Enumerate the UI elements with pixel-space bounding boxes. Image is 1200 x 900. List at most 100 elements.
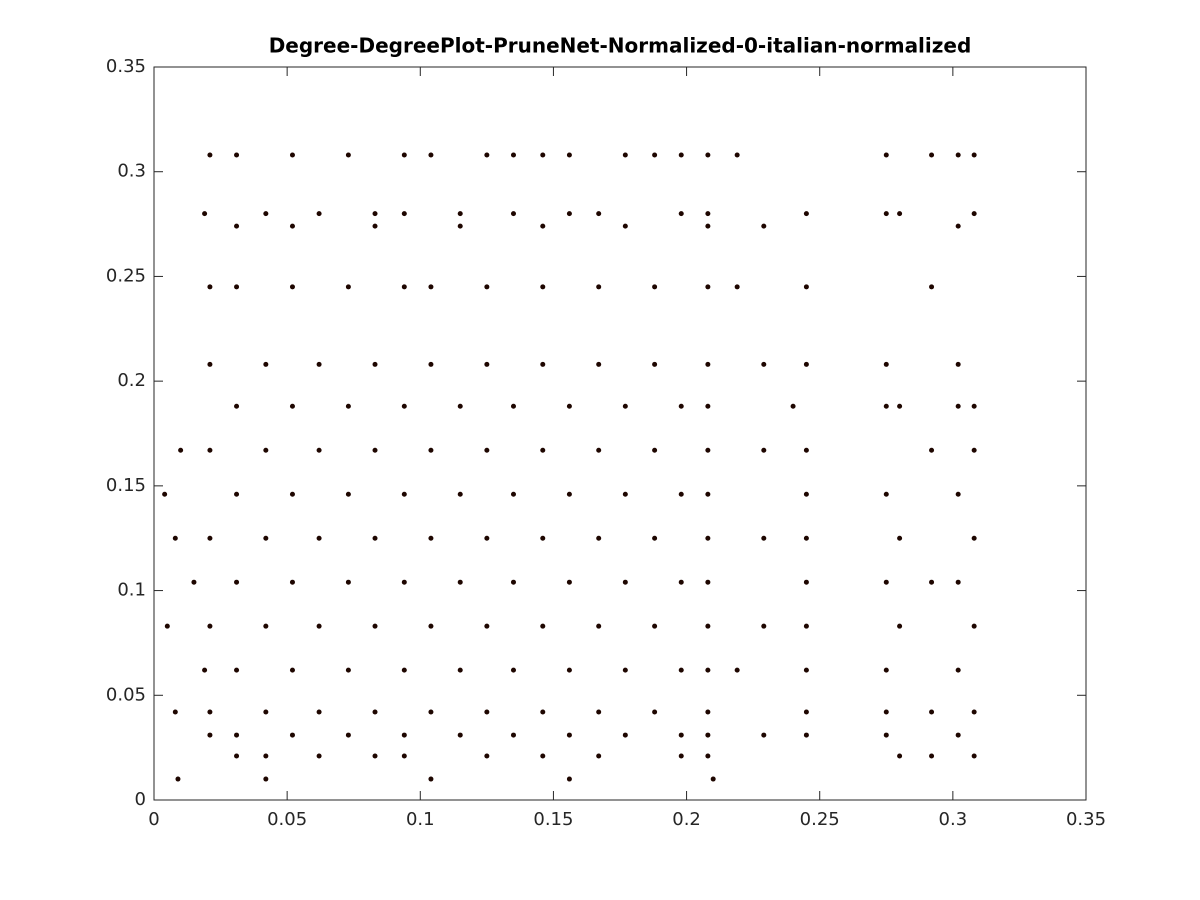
point — [164, 623, 170, 629]
point — [652, 447, 658, 453]
point — [428, 447, 434, 453]
point — [622, 732, 628, 738]
point — [484, 753, 490, 759]
x-tick-label: 0.3 — [939, 809, 968, 830]
point — [484, 284, 490, 290]
point — [566, 776, 572, 782]
point — [678, 403, 684, 409]
point — [484, 623, 490, 629]
point — [234, 753, 240, 759]
point — [803, 623, 809, 629]
point — [971, 753, 977, 759]
point — [566, 152, 572, 158]
point — [803, 667, 809, 673]
point — [289, 667, 295, 673]
point — [883, 732, 889, 738]
y-tick-label: 0 — [135, 789, 146, 810]
chart-title: Degree-DegreePlot-PruneNet-Normalized-0-… — [269, 34, 972, 58]
point — [345, 152, 351, 158]
point — [652, 623, 658, 629]
point — [372, 535, 378, 541]
point — [172, 709, 178, 715]
y-tick-label: 0.05 — [106, 684, 146, 705]
point — [289, 223, 295, 229]
point — [316, 211, 322, 217]
point — [372, 361, 378, 367]
point — [234, 223, 240, 229]
point — [790, 403, 796, 409]
point — [207, 152, 213, 158]
point — [761, 732, 767, 738]
point — [510, 403, 516, 409]
point — [705, 579, 711, 585]
point — [401, 211, 407, 217]
point — [897, 403, 903, 409]
point — [263, 211, 269, 217]
point — [883, 491, 889, 497]
point — [955, 667, 961, 673]
point — [710, 776, 716, 782]
point — [955, 579, 961, 585]
point — [883, 667, 889, 673]
point — [596, 447, 602, 453]
point — [457, 579, 463, 585]
point — [428, 709, 434, 715]
point — [803, 732, 809, 738]
point — [178, 447, 184, 453]
point — [929, 753, 935, 759]
point — [955, 152, 961, 158]
point — [566, 732, 572, 738]
point — [652, 284, 658, 290]
point — [484, 535, 490, 541]
point — [289, 579, 295, 585]
point — [372, 447, 378, 453]
point — [678, 211, 684, 217]
x-tick-label: 0.15 — [533, 809, 573, 830]
x-tick-label: 0 — [148, 809, 159, 830]
point — [510, 732, 516, 738]
point — [540, 284, 546, 290]
point — [883, 361, 889, 367]
point — [705, 709, 711, 715]
point — [401, 284, 407, 290]
x-tick-label: 0.05 — [267, 809, 307, 830]
point — [316, 535, 322, 541]
point — [971, 447, 977, 453]
point — [207, 361, 213, 367]
point — [761, 223, 767, 229]
point — [428, 623, 434, 629]
x-tick-label: 0.25 — [800, 809, 840, 830]
point — [803, 579, 809, 585]
point — [897, 535, 903, 541]
point — [734, 152, 740, 158]
point — [316, 623, 322, 629]
point — [457, 491, 463, 497]
point — [345, 732, 351, 738]
point — [540, 753, 546, 759]
y-tick-label: 0.25 — [106, 265, 146, 286]
point — [263, 361, 269, 367]
point — [428, 152, 434, 158]
point — [345, 667, 351, 673]
point — [345, 284, 351, 290]
point — [372, 709, 378, 715]
point — [883, 152, 889, 158]
point — [652, 361, 658, 367]
point — [207, 447, 213, 453]
point — [540, 223, 546, 229]
y-tick-label: 0.2 — [117, 370, 146, 391]
point — [401, 491, 407, 497]
point — [289, 732, 295, 738]
point — [510, 491, 516, 497]
point — [803, 284, 809, 290]
point — [401, 403, 407, 409]
point — [484, 447, 490, 453]
point — [652, 535, 658, 541]
point — [971, 535, 977, 541]
point — [761, 535, 767, 541]
point — [234, 152, 240, 158]
point — [622, 223, 628, 229]
point — [705, 667, 711, 673]
point — [289, 491, 295, 497]
point — [540, 361, 546, 367]
